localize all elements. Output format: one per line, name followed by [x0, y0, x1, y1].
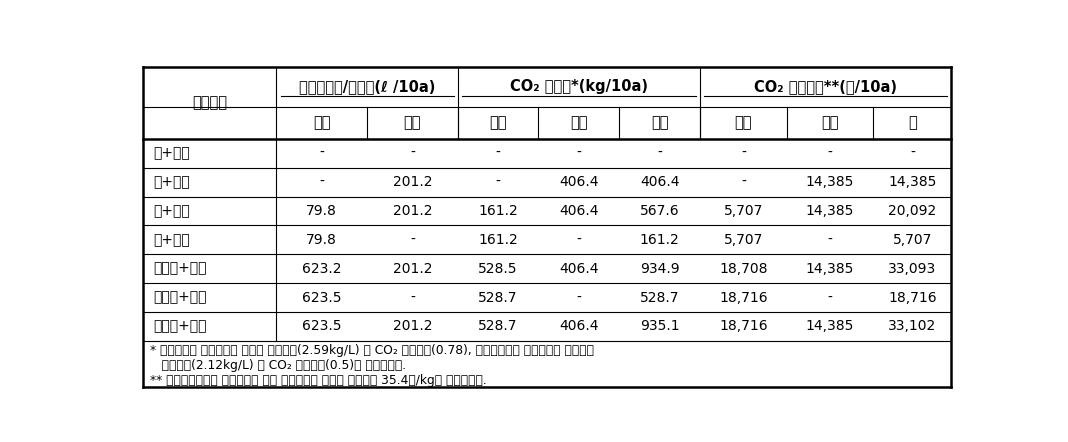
- Text: 79.8: 79.8: [307, 233, 337, 247]
- Text: 201.2: 201.2: [393, 204, 433, 218]
- Text: 33,093: 33,093: [889, 262, 937, 276]
- Text: 후작: 후작: [570, 115, 587, 130]
- Text: 콩+유채: 콩+유채: [154, 204, 190, 218]
- Text: 18,716: 18,716: [719, 320, 768, 333]
- Text: 전작: 전작: [735, 115, 752, 130]
- Text: 161.2: 161.2: [478, 204, 518, 218]
- Text: 바이오디젤/에탄올(ℓ /10a): 바이오디젤/에탄올(ℓ /10a): [299, 80, 436, 95]
- Text: 567.6: 567.6: [640, 204, 679, 218]
- Text: 623.2: 623.2: [302, 262, 342, 276]
- Text: 528.5: 528.5: [478, 262, 518, 276]
- Text: 406.4: 406.4: [560, 320, 599, 333]
- Text: 작부체계: 작부체계: [192, 95, 227, 110]
- Text: 14,385: 14,385: [806, 175, 854, 189]
- Text: 406.4: 406.4: [640, 175, 679, 189]
- Text: 18,708: 18,708: [719, 262, 768, 276]
- Text: 14,385: 14,385: [889, 175, 937, 189]
- Text: -: -: [577, 233, 581, 247]
- Text: 18,716: 18,716: [719, 290, 768, 305]
- Text: 후작: 후작: [404, 115, 421, 130]
- Text: 406.4: 406.4: [560, 175, 599, 189]
- Text: -: -: [741, 175, 745, 189]
- Text: 전작: 전작: [313, 115, 330, 130]
- Text: -: -: [410, 233, 414, 247]
- Text: 201.2: 201.2: [393, 320, 433, 333]
- Text: 20,092: 20,092: [889, 204, 937, 218]
- Text: ** 유럽기후거래소 탄소배출권 평균 거래가격과 환율을 도입하여 35.4원/kg을 적용하였음.: ** 유럽기후거래소 탄소배출권 평균 거래가격과 환율을 도입하여 35.4원…: [150, 374, 487, 387]
- Text: -: -: [496, 146, 501, 160]
- Text: 79.8: 79.8: [307, 204, 337, 218]
- Text: -: -: [657, 146, 662, 160]
- Text: -: -: [577, 146, 581, 160]
- Text: 후작: 후작: [821, 115, 838, 130]
- Text: CO₂ 감축금액**(원/10a): CO₂ 감축금액**(원/10a): [754, 80, 897, 95]
- Text: 고구마+맥류: 고구마+맥류: [154, 290, 207, 305]
- Text: 18,716: 18,716: [888, 290, 937, 305]
- Text: 14,385: 14,385: [806, 204, 854, 218]
- Text: 528.7: 528.7: [478, 290, 518, 305]
- Text: 배출계수(2.12kg/L) 및 CO₂ 감축비율(0.5)을 적용하였음.: 배출계수(2.12kg/L) 및 CO₂ 감축비율(0.5)을 적용하였음.: [150, 359, 406, 372]
- Text: 161.2: 161.2: [478, 233, 518, 247]
- Text: 623.5: 623.5: [302, 290, 342, 305]
- Text: 콩+맥류: 콩+맥류: [154, 233, 190, 247]
- Text: -: -: [741, 146, 745, 160]
- Text: 옥수수+유채: 옥수수+유채: [154, 262, 207, 276]
- Text: -: -: [496, 175, 501, 189]
- Text: 합계: 합계: [650, 115, 669, 130]
- Text: 쌀+맥류: 쌀+맥류: [154, 146, 190, 160]
- Text: * 바이오디젬 원료작물은 디젬의 배출계수(2.59kg/L) 및 CO₂ 감축비율(0.78), 바이오에탄올 원료작물은 휘발유의: * 바이오디젬 원료작물은 디젬의 배출계수(2.59kg/L) 및 CO₂ 감…: [150, 344, 594, 357]
- Text: -: -: [319, 146, 325, 160]
- Text: 406.4: 406.4: [560, 204, 599, 218]
- Text: -: -: [410, 146, 414, 160]
- Text: 33,102: 33,102: [889, 320, 937, 333]
- Text: 14,385: 14,385: [806, 262, 854, 276]
- Text: 전작: 전작: [489, 115, 507, 130]
- Text: 쌀+유채: 쌀+유채: [154, 175, 190, 189]
- Text: 5,707: 5,707: [724, 233, 763, 247]
- Text: 934.9: 934.9: [640, 262, 679, 276]
- Text: -: -: [577, 290, 581, 305]
- Text: 935.1: 935.1: [640, 320, 679, 333]
- Text: 201.2: 201.2: [393, 175, 433, 189]
- Text: -: -: [410, 290, 414, 305]
- Text: 528.7: 528.7: [478, 320, 518, 333]
- Text: 623.5: 623.5: [302, 320, 342, 333]
- Text: -: -: [910, 146, 915, 160]
- Text: 고구마+유채: 고구마+유채: [154, 320, 207, 333]
- Text: -: -: [828, 146, 833, 160]
- Text: -: -: [319, 175, 325, 189]
- Text: -: -: [828, 233, 833, 247]
- Text: 14,385: 14,385: [806, 320, 854, 333]
- Text: 201.2: 201.2: [393, 262, 433, 276]
- Text: 528.7: 528.7: [640, 290, 679, 305]
- Text: 161.2: 161.2: [640, 233, 679, 247]
- Text: 406.4: 406.4: [560, 262, 599, 276]
- Text: 계: 계: [908, 115, 916, 130]
- Text: -: -: [828, 290, 833, 305]
- Text: 5,707: 5,707: [724, 204, 763, 218]
- Text: 5,707: 5,707: [893, 233, 932, 247]
- Text: CO₂ 감축량*(kg/10a): CO₂ 감축량*(kg/10a): [509, 80, 648, 95]
